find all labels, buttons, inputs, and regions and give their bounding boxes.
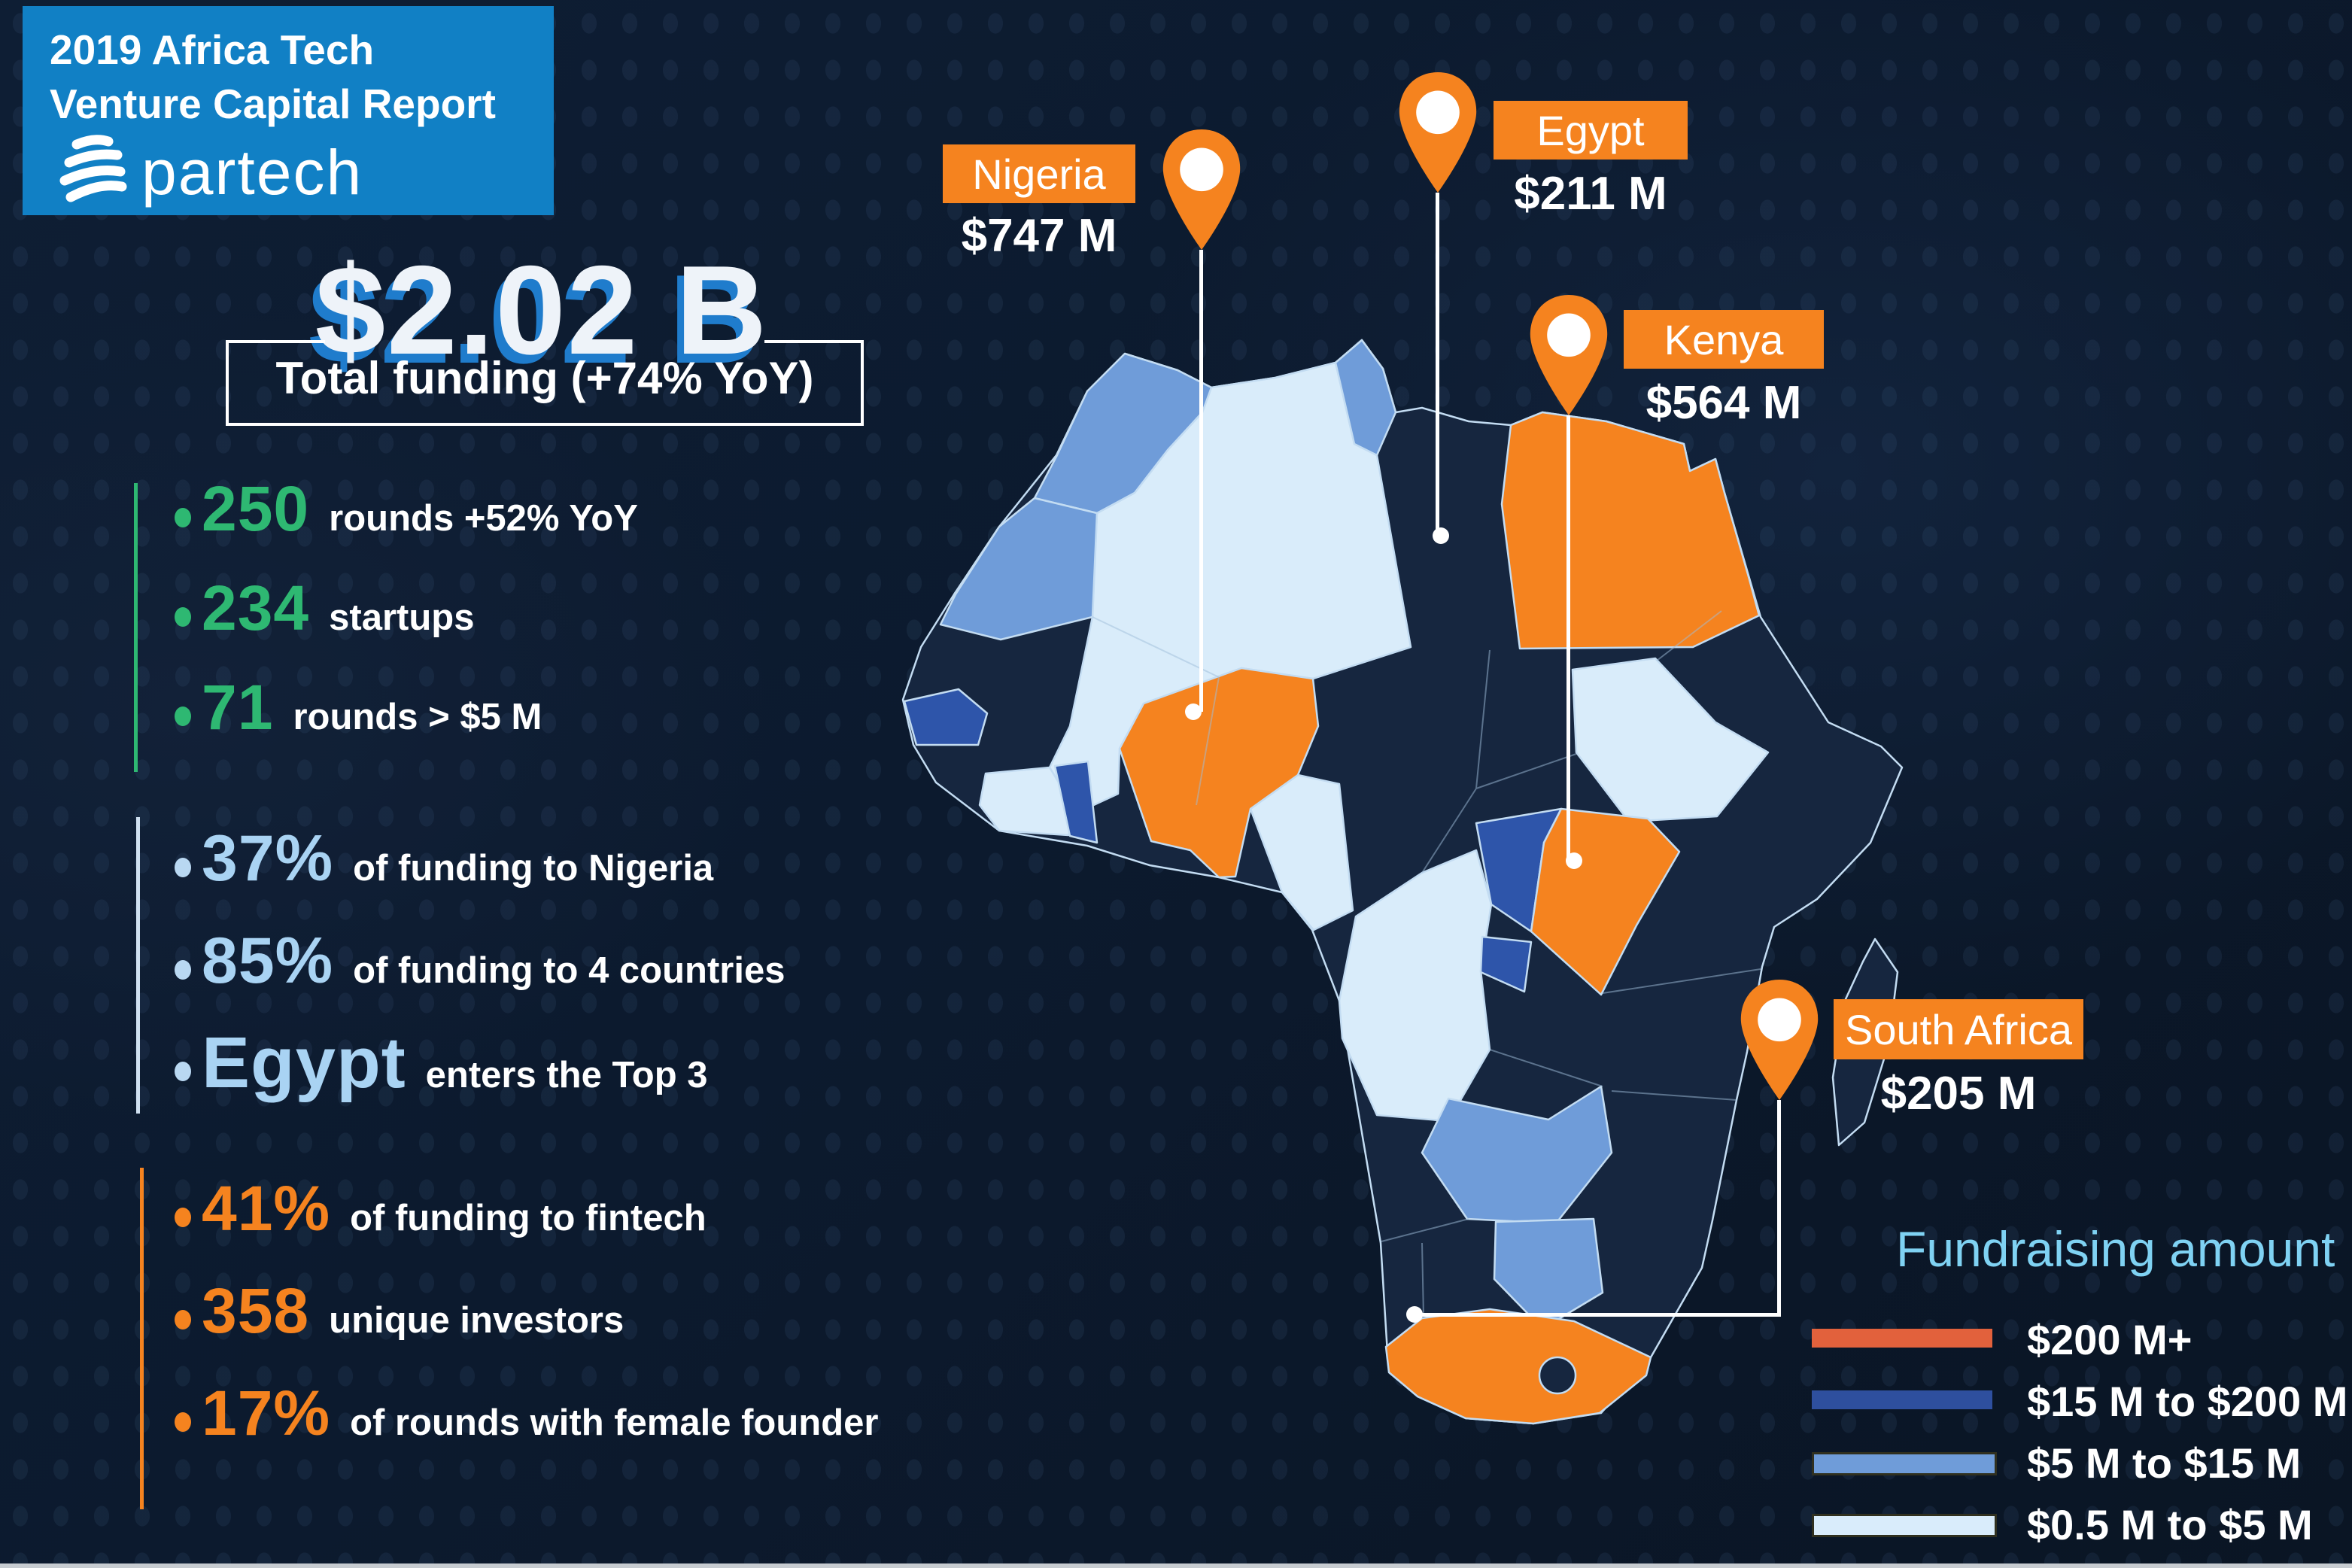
egypt-pin-icon [1396, 72, 1479, 193]
stat-value: 358 [202, 1275, 310, 1346]
country-tunisia [1334, 339, 1397, 457]
stat-label: of rounds with female founder [350, 1402, 879, 1443]
kenya-pin-amount: $564 M [1645, 377, 1802, 429]
stat-value: 85% [202, 925, 334, 997]
nigeria-pin-label: Nigeria [943, 144, 1135, 203]
nigeria-map-dot [1185, 703, 1202, 720]
egypt-pin-amount: $211 M [1514, 168, 1667, 220]
stat-label: of funding to Nigeria [353, 848, 714, 889]
bullet-icon [175, 1309, 191, 1329]
stat-value: 41% [202, 1173, 331, 1244]
stat-label: rounds > $5 M [293, 697, 542, 737]
stat-label: enters the Top 3 [425, 1055, 708, 1095]
report-title-line1: 2019 Africa Tech [50, 26, 375, 73]
country-rwanda [1479, 935, 1533, 993]
south-africa-connector-line-vertical [1777, 1100, 1781, 1317]
country-ivory-coast [978, 766, 1077, 837]
brand-row: partech [50, 132, 363, 211]
egypt-pin-label: Egypt [1494, 101, 1688, 160]
bullet-icon [175, 1062, 191, 1081]
total-funding-caption: Total funding (+74% YoY) [275, 353, 814, 403]
total-funding-amount: $2.02 B [315, 239, 769, 381]
bottom-edge-strip [0, 1563, 2352, 1568]
caption-box-top-border-left [229, 340, 325, 343]
kenya-pin-icon [1527, 295, 1610, 415]
nigeria-pin-icon [1160, 129, 1243, 250]
south-africa-pin-amount: $205 M [1880, 1068, 2037, 1120]
stat-label: startups [329, 597, 475, 638]
egypt-map-dot [1433, 527, 1449, 544]
stat-egypt-top3: Egypt enters the Top 3 [175, 1022, 708, 1105]
stat-investors: 358 unique investors [175, 1275, 624, 1348]
stat-label: rounds +52% YoY [329, 498, 638, 539]
bullet-icon [175, 857, 191, 877]
legend-label: $200 M+ [2027, 1316, 2192, 1363]
country-nigeria [1118, 667, 1320, 879]
stat-value: 71 [202, 672, 274, 743]
south-africa-connector-line-horizontal [1415, 1313, 1781, 1317]
stat-label: unique investors [329, 1300, 624, 1341]
partech-logo-icon [50, 132, 128, 211]
kenya-map-dot [1566, 852, 1582, 869]
country-borders [1092, 610, 1761, 1317]
country-ethiopia [1571, 657, 1770, 823]
report-title: 2019 Africa Tech Venture Capital Report [50, 23, 496, 131]
country-zambia [1421, 1085, 1613, 1225]
country-western-sahara [939, 497, 1099, 641]
legend-label: $15 M to $200 M [2027, 1378, 2348, 1425]
bullet-icon [175, 1412, 191, 1432]
stat-value: 250 [202, 473, 310, 544]
legend-swatch-15m-200m [1812, 1390, 1992, 1409]
south-africa-map-dot [1406, 1306, 1423, 1323]
bullet-icon [175, 706, 191, 726]
nigeria-connector-line [1199, 250, 1203, 712]
south-africa-pin-icon [1738, 980, 1821, 1100]
kenya-pin-label: Kenya [1624, 310, 1824, 369]
legend-label: $0.5 M to $5 M [2027, 1501, 2313, 1548]
legend-title: Fundraising amount [1896, 1221, 2335, 1277]
stat-funding-top4: 85% of funding to 4 countries [175, 924, 785, 998]
kenya-connector-line [1566, 415, 1570, 861]
bullet-icon [175, 1207, 191, 1227]
bullet-icon [175, 959, 191, 980]
caption-box-top-border-right [764, 340, 861, 343]
legend-swatch-200m-plus [1812, 1329, 1992, 1348]
country-senegal [903, 688, 989, 746]
bullet-icon [175, 606, 191, 627]
stat-label: of funding to fintech [350, 1198, 707, 1238]
stat-rounds: 250 rounds +52% YoY [175, 473, 638, 545]
africa-choropleth-map [901, 339, 1904, 1425]
country-lesotho [1538, 1356, 1577, 1395]
report-title-line2: Venture Capital Report [50, 81, 496, 127]
legend-label: $5 M to $15 M [2027, 1439, 2302, 1487]
ecosystem-section-rule [140, 1168, 144, 1509]
nigeria-pin-amount: $747 M [961, 210, 1117, 262]
stat-value: 37% [202, 822, 334, 895]
brand-wordmark: partech [141, 136, 363, 208]
stat-large-rounds: 71 rounds > $5 M [175, 671, 542, 744]
egypt-connector-line [1436, 193, 1439, 536]
stat-female-founders: 17% of rounds with female founder [175, 1377, 878, 1450]
stat-fintech: 41% of funding to fintech [175, 1172, 707, 1245]
country-ghana [1053, 760, 1099, 844]
south-africa-pin-label: South Africa [1834, 999, 2083, 1059]
report-header: 2019 Africa Tech Venture Capital Report … [23, 6, 554, 215]
country-zimbabwe [1493, 1217, 1604, 1330]
total-funding-caption-box: Total funding (+74% YoY) [226, 340, 864, 426]
stat-value: Egypt [202, 1023, 406, 1103]
stat-value: 17% [202, 1378, 331, 1448]
country-egypt [1500, 411, 1761, 650]
stat-value: 234 [202, 573, 310, 643]
rounds-section-rule [134, 483, 138, 772]
legend-swatch-05m-5m [1812, 1514, 1997, 1537]
stat-funding-nigeria: 37% of funding to Nigeria [175, 822, 713, 896]
legend-swatch-5m-15m [1812, 1452, 1997, 1475]
stat-startups: 234 startups [175, 572, 474, 645]
country-south-africa [1384, 1308, 1652, 1425]
bullet-icon [175, 507, 191, 527]
stat-label: of funding to 4 countries [353, 950, 786, 991]
funding-section-rule [136, 817, 140, 1114]
